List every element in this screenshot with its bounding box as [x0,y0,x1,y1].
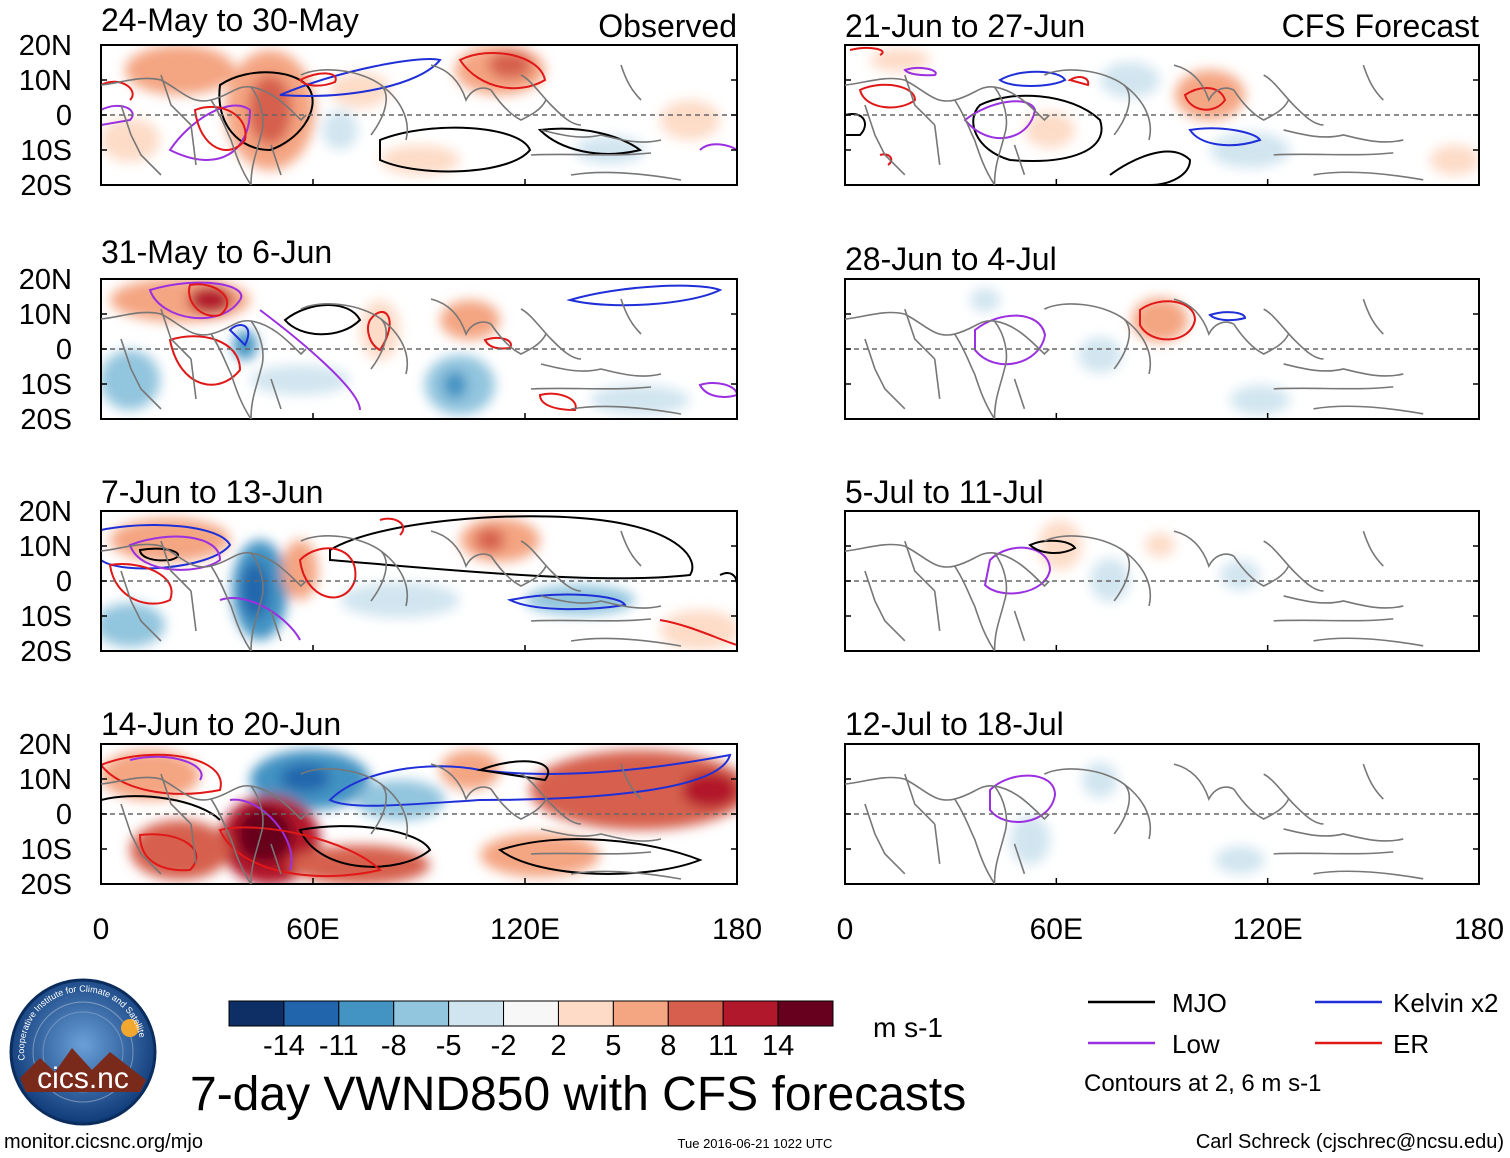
colorbar-swatch [557,1000,614,1027]
lon-tick-label: 60E [286,913,339,946]
colorbar-label: -14 [263,1030,305,1062]
panel-title-forecast-3: 5-Jul to 11-Jul [845,474,1044,510]
footer-timestamp: Tue 2016-06-21 1022 UTC [678,1136,833,1151]
lat-tick-label: 0 [56,566,72,598]
colorbar-label: -5 [436,1030,462,1062]
lat-tick-label: 10S [20,369,72,401]
colorbar: -14 -11 -8 -5 -2 2 5 8 11 14 [228,1000,834,1062]
logo-text: cics.nc [37,1062,129,1095]
panel-title-observed-3: 7-Jun to 13-Jun [101,474,323,510]
footer-credit: Carl Schreck (cjschrec@ncsu.edu) [1196,1131,1504,1153]
footer-url: monitor.cicsnc.org/mjo [4,1131,203,1153]
panel-title-forecast-2: 28-Jun to 4-Jul [845,241,1057,277]
mountain-icon [20,1048,146,1092]
main-title: 7-day VWND850 with CFS forecasts [190,1068,966,1121]
colorbar-swatch [228,1000,285,1027]
panel-forecast-3 [844,510,1480,652]
lat-tick-label: 0 [56,799,72,831]
sun-icon [121,1019,139,1037]
lat-tick-label: 10S [20,601,72,633]
panel-observed-1 [100,44,738,186]
lon-tick-label: 60E [1030,913,1083,946]
lat-tick-label: 10N [19,299,72,331]
colorbar-swatch [503,1000,559,1027]
legend-label-er: ER [1393,1029,1429,1059]
panel-title-observed-4: 14-Jun to 20-Jun [101,706,341,742]
longitude-ticks: 0 60E 120E 180 0 60E 120E 180 [93,179,1504,946]
legend-label-mjo: MJO [1172,988,1227,1018]
panel-title-forecast-4: 12-Jul to 18-Jul [845,706,1064,742]
colorbar-units: m s-1 [873,1012,943,1043]
panel-title-forecast-1: 21-Jun to 27-Jun [845,8,1085,44]
colorbar-label: 5 [605,1030,621,1062]
shading-anomalies [101,45,720,175]
lat-tick-label: 20S [20,170,72,202]
colorbar-swatch [667,1000,724,1027]
colorbar-swatch [448,1000,505,1027]
lat-tick-label: 10N [19,531,72,563]
lon-tick-label: 0 [93,913,110,946]
lon-tick-label: 120E [490,913,560,946]
legend-note: Contours at 2, 6 m s-1 [1084,1070,1321,1097]
lat-tick-label: 20S [20,404,72,436]
colorbar-label: -2 [491,1030,517,1062]
panel-observed-2 [100,278,738,420]
lat-tick-label: 20S [20,636,72,668]
lon-tick-label: 180 [1454,913,1504,946]
legend-label-kelvin: Kelvin x2 [1393,988,1499,1018]
lat-tick-label: 10S [20,135,72,167]
lat-tick-label: 20N [19,30,72,62]
colorbar-swatch [722,1000,779,1027]
colorbar-label: 8 [660,1030,676,1062]
panel-title-observed-2: 31-May to 6-Jun [101,234,332,270]
colorbar-label: -8 [381,1030,407,1062]
lat-tick-label: 20N [19,264,72,296]
forecast-label: CFS Forecast [1282,8,1479,44]
colorbar-label: 2 [550,1030,566,1062]
legend: MJO Kelvin x2 Low ER Contours at 2, 6 m … [1084,988,1499,1097]
colorbar-swatch [612,1000,669,1027]
colorbar-label: -11 [319,1030,359,1062]
lat-tick-label: 0 [56,100,72,132]
colorbar-swatch [393,1000,450,1027]
lon-tick-label: 180 [712,913,762,946]
lon-tick-label: 120E [1233,913,1303,946]
panel-title-observed-1: 24-May to 30-May [101,2,359,38]
panel-observed-4 [100,743,738,885]
panel-observed-3 [100,510,738,652]
colorbar-swatch [338,1000,395,1027]
colorbar-label: 14 [762,1030,794,1062]
latitude-ticks: 20N10N010S20S20N10N010S20S20N10N010S20S2… [19,30,1479,901]
legend-label-low: Low [1172,1029,1220,1059]
colorbar-label: 11 [708,1030,738,1062]
lat-tick-label: 10S [20,834,72,866]
colorbar-swatch [283,1000,340,1027]
lat-tick-label: 20S [20,869,72,901]
lat-tick-label: 20N [19,729,72,761]
panel-forecast-1 [844,44,1480,186]
panel-forecast-4 [844,743,1480,885]
observed-label: Observed [598,8,737,44]
lat-tick-label: 0 [56,334,72,366]
contours [101,52,737,173]
lat-tick-label: 10N [19,65,72,97]
colorbar-swatch [777,1000,834,1027]
lat-tick-label: 20N [19,496,72,528]
lon-tick-label: 0 [837,913,854,946]
lat-tick-label: 10N [19,764,72,796]
